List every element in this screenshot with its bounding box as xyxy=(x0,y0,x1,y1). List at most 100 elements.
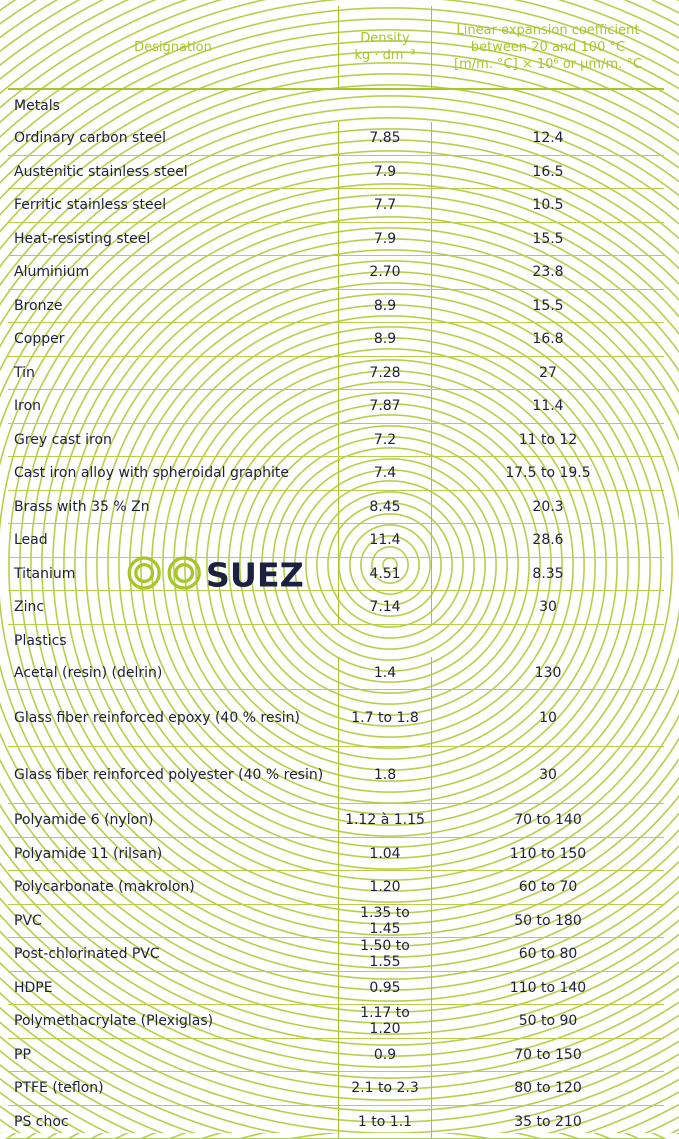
designation-cell: Cast iron alloy with spheroidal graphite xyxy=(8,456,339,491)
designation-cell: Austenitic stainless steel xyxy=(8,155,339,189)
expansion-cell: 70 to 140 xyxy=(431,803,664,838)
designation-cell: Polymethacrylate (Plexiglas) xyxy=(8,1004,339,1039)
designation-cell: Bronze xyxy=(8,289,339,323)
expansion-cell: 8.35 xyxy=(431,557,664,591)
density-cell: 1.04 xyxy=(338,837,432,871)
density-cell: 7.87 xyxy=(338,389,432,424)
table-row: Titanium 4.51 8.35 xyxy=(8,557,664,591)
section-title: Metals xyxy=(14,98,60,114)
designation-cell: PP xyxy=(8,1038,339,1072)
svg-text:SUEZ: SUEZ xyxy=(206,555,304,594)
expansion-cell: 30 xyxy=(431,746,664,804)
table-row: Bronze 8.9 15.5 xyxy=(8,289,664,323)
density-cell: 1.12 à 1.15 xyxy=(338,803,432,838)
density-cell: 1.7 to 1.8 xyxy=(338,689,432,747)
designation-cell: Aluminium xyxy=(8,255,339,290)
density-cell: 1.4 xyxy=(338,656,432,690)
designation-cell: Post-chlorinated PVC xyxy=(8,937,339,972)
density-cell: 0.95 xyxy=(338,971,432,1005)
expansion-cell: 20.3 xyxy=(431,490,664,524)
expansion-cell: 110 to 140 xyxy=(431,971,664,1005)
designation-cell: Copper xyxy=(8,322,339,357)
designation-cell: Ferritic stainless steel xyxy=(8,188,339,223)
table-row: Acetal (resin) (delrin) 1.4 130 xyxy=(8,656,664,690)
table-row: Post-chlorinated PVC 1.50 to 1.55 60 to 80 xyxy=(8,937,664,972)
density-cell: 2.70 xyxy=(338,255,432,290)
table-row: Aluminium 2.70 23.8 xyxy=(8,255,664,290)
expansion-cell: 15.5 xyxy=(431,222,664,256)
header-density: Density kg · dm⁻³ xyxy=(338,6,432,90)
expansion-cell: 17.5 to 19.5 xyxy=(431,456,664,491)
header-expansion: Linear expansion coefficient between 20 a… xyxy=(431,6,664,90)
density-cell: 8.9 xyxy=(338,289,432,323)
suez-logo: SUEZ xyxy=(127,555,304,594)
designation-cell: Polyamide 6 (nylon) xyxy=(8,803,339,838)
density-cell: 1.8 xyxy=(338,746,432,804)
header-row: Designation Density kg · dm⁻³ Linear expa… xyxy=(8,6,664,90)
density-cell: 1 to 1.1 xyxy=(338,1105,432,1139)
designation-cell: Glass fiber reinforced polyester (40 % r… xyxy=(8,746,339,804)
expansion-cell: 70 to 150 xyxy=(431,1038,664,1072)
expansion-cell: 110 to 150 xyxy=(431,837,664,871)
designation-cell: Glass fiber reinforced epoxy (40 % resin… xyxy=(8,689,339,747)
designation-cell: PTFE (teflon) xyxy=(8,1071,339,1106)
density-cell: 1.20 xyxy=(338,870,432,905)
density-cell: 4.51 xyxy=(338,557,432,591)
designation-cell: Polyamide 11 (rilsan) xyxy=(8,837,339,871)
density-cell: 7.14 xyxy=(338,590,432,625)
expansion-cell: 16.5 xyxy=(431,155,664,189)
section-title: Plastics xyxy=(14,632,67,649)
table-row: Glass fiber reinforced epoxy (40 % resin… xyxy=(8,689,664,747)
properties-table: Designation Density kg · dm⁻³ Linear expa… xyxy=(8,6,664,1139)
designation-cell: PS choc xyxy=(8,1105,339,1139)
expansion-cell: 12.4 xyxy=(431,122,664,156)
designation-cell: Heat-resisting steel xyxy=(8,222,339,256)
designation-cell: Grey cast iron xyxy=(8,423,339,457)
table-row: Tin 7.28 27 xyxy=(8,356,664,390)
table-row: Polyamide 11 (rilsan) 1.04 110 to 150 xyxy=(8,837,664,871)
density-cell: 8.9 xyxy=(338,322,432,357)
table-row: PS choc 1 to 1.1 35 to 210 xyxy=(8,1105,664,1139)
table-row: Glass fiber reinforced polyester (40 % r… xyxy=(8,746,664,804)
table-row: Polycarbonate (makrolon) 1.20 60 to 70 xyxy=(8,870,664,905)
table-row: PP 0.9 70 to 150 xyxy=(8,1038,664,1072)
expansion-cell: 130 xyxy=(431,656,664,690)
density-cell: 7.2 xyxy=(338,423,432,457)
table-row: HDPE 0.95 110 to 140 xyxy=(8,971,664,1005)
table-row: Heat-resisting steel 7.9 15.5 xyxy=(8,222,664,256)
designation-cell: Tin xyxy=(8,356,339,390)
table-row: Cast iron alloy with spheroidal graphite… xyxy=(8,456,664,491)
table-row: Ferritic stainless steel 7.7 10.5 xyxy=(8,188,664,223)
designation-cell: Zinc xyxy=(8,590,339,625)
density-cell: 7.9 xyxy=(338,222,432,256)
density-cell: 2.1 to 2.3 xyxy=(338,1071,432,1106)
expansion-cell: 10.5 xyxy=(431,188,664,223)
density-cell: 0.9 xyxy=(338,1038,432,1072)
table-row: Brass with 35 % Zn 8.45 20.3 xyxy=(8,490,664,524)
expansion-cell: 35 to 210 xyxy=(431,1105,664,1139)
density-cell: 11.4 xyxy=(338,523,432,558)
expansion-cell: 15.5 xyxy=(431,289,664,323)
table-row: Lead 11.4 28.6 xyxy=(8,523,664,558)
density-cell: 1.17 to 1.20 xyxy=(338,1004,432,1039)
table-row: Austenitic stainless steel 7.9 16.5 xyxy=(8,155,664,189)
table-row: Polyamide 6 (nylon) 1.12 à 1.15 70 to 140 xyxy=(8,803,664,838)
density-cell: 7.28 xyxy=(338,356,432,390)
designation-cell: HDPE xyxy=(8,971,339,1005)
table-row: PTFE (teflon) 2.1 to 2.3 80 to 120 xyxy=(8,1071,664,1106)
expansion-cell: 27 xyxy=(431,356,664,390)
designation-cell: Ordinary carbon steel xyxy=(8,122,339,156)
density-cell: 7.4 xyxy=(338,456,432,491)
expansion-cell: 30 xyxy=(431,590,664,625)
expansion-cell: 23.8 xyxy=(431,255,664,290)
expansion-cell: 28.6 xyxy=(431,523,664,558)
expansion-cell: 60 to 70 xyxy=(431,870,664,905)
table-row: Copper 8.9 16.8 xyxy=(8,322,664,357)
table-row: Ordinary carbon steel 7.85 12.4 xyxy=(8,122,664,156)
designation-cell: Lead xyxy=(8,523,339,558)
designation-cell: Polycarbonate (makrolon) xyxy=(8,870,339,905)
section-row: Metals xyxy=(8,89,664,122)
expansion-cell: 11.4 xyxy=(431,389,664,424)
expansion-cell: 50 to 180 xyxy=(431,904,664,938)
table-row: Polymethacrylate (Plexiglas) 1.17 to 1.20… xyxy=(8,1004,664,1039)
